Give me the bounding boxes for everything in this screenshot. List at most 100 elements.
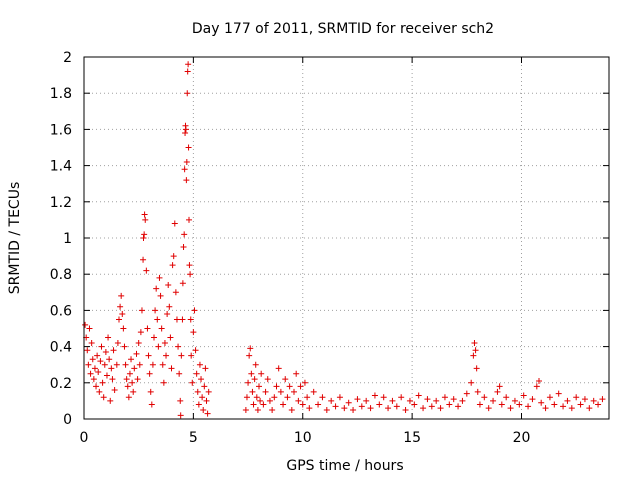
data-point bbox=[88, 339, 95, 346]
data-point bbox=[105, 334, 112, 341]
data-point bbox=[254, 406, 261, 413]
data-point bbox=[599, 396, 606, 403]
data-point bbox=[193, 370, 200, 377]
data-point bbox=[114, 339, 121, 346]
data-point bbox=[203, 397, 210, 404]
data-point bbox=[428, 403, 435, 410]
data-point bbox=[82, 321, 89, 328]
data-point bbox=[319, 394, 326, 401]
data-point bbox=[87, 370, 94, 377]
data-point bbox=[551, 401, 558, 408]
data-point bbox=[433, 397, 440, 404]
data-point bbox=[476, 401, 483, 408]
data-point bbox=[141, 231, 148, 238]
data-point bbox=[204, 410, 211, 417]
data-point bbox=[109, 376, 116, 383]
data-point bbox=[468, 379, 475, 386]
data-point bbox=[183, 158, 190, 165]
data-point bbox=[252, 361, 259, 368]
data-point bbox=[152, 307, 159, 314]
data-point bbox=[135, 339, 142, 346]
data-point bbox=[117, 303, 124, 310]
data-point bbox=[100, 394, 107, 401]
data-point bbox=[525, 403, 532, 410]
data-point bbox=[470, 352, 477, 359]
data-point bbox=[191, 307, 198, 314]
data-point bbox=[157, 292, 164, 299]
y-tick-label: 1.8 bbox=[50, 86, 72, 102]
data-point bbox=[568, 405, 575, 412]
data-point bbox=[136, 361, 143, 368]
data-points bbox=[82, 61, 606, 419]
data-point bbox=[424, 396, 431, 403]
data-point bbox=[529, 396, 536, 403]
data-point bbox=[146, 370, 153, 377]
data-point bbox=[113, 361, 120, 368]
data-point bbox=[402, 406, 409, 413]
y-tick-label: 1.2 bbox=[50, 195, 72, 211]
data-point bbox=[101, 361, 108, 368]
data-point bbox=[98, 343, 105, 350]
data-point bbox=[248, 370, 255, 377]
data-point bbox=[507, 405, 514, 412]
data-point bbox=[590, 397, 597, 404]
data-point bbox=[184, 90, 191, 97]
data-point bbox=[310, 388, 317, 395]
data-point bbox=[581, 396, 588, 403]
data-point bbox=[168, 365, 175, 372]
data-point bbox=[173, 316, 180, 323]
data-point bbox=[177, 412, 184, 419]
data-point bbox=[354, 396, 361, 403]
data-point bbox=[156, 274, 163, 281]
data-point bbox=[178, 352, 185, 359]
data-point bbox=[295, 397, 302, 404]
data-point bbox=[118, 292, 125, 299]
data-point bbox=[163, 352, 170, 359]
data-point bbox=[188, 352, 195, 359]
data-point bbox=[249, 388, 256, 395]
data-point bbox=[437, 405, 444, 412]
data-point bbox=[473, 365, 480, 372]
data-point bbox=[258, 370, 265, 377]
data-point bbox=[269, 406, 276, 413]
data-point bbox=[134, 376, 141, 383]
data-point bbox=[106, 356, 113, 363]
data-point bbox=[564, 397, 571, 404]
data-point bbox=[97, 358, 104, 365]
data-point bbox=[411, 401, 418, 408]
data-point bbox=[140, 235, 147, 241]
data-point bbox=[121, 343, 128, 350]
data-point bbox=[376, 401, 383, 408]
y-tick-label: 0 bbox=[63, 412, 72, 428]
data-point bbox=[167, 334, 174, 341]
y-tick-label: 1.6 bbox=[50, 122, 72, 138]
data-point bbox=[95, 368, 102, 375]
data-point bbox=[538, 399, 545, 406]
data-point bbox=[297, 383, 304, 390]
data-point bbox=[284, 394, 291, 401]
data-point bbox=[196, 361, 203, 368]
data-point bbox=[393, 403, 400, 410]
data-point bbox=[185, 144, 192, 151]
data-point bbox=[181, 231, 188, 238]
data-point bbox=[159, 361, 166, 368]
data-point bbox=[175, 343, 182, 350]
data-point bbox=[345, 399, 352, 406]
data-point bbox=[189, 379, 196, 386]
data-point bbox=[350, 406, 357, 413]
data-point bbox=[250, 401, 257, 408]
y-tick-label: 0.6 bbox=[50, 303, 72, 319]
data-point bbox=[151, 334, 157, 341]
data-point bbox=[511, 397, 518, 404]
y-tick-labels: 0 0.2 0.4 0.6 0.8 1 1.2 1.4 1.6 1.8 2 bbox=[50, 50, 72, 428]
y-tick-label: 0.8 bbox=[50, 267, 72, 283]
data-point bbox=[205, 388, 212, 395]
data-point bbox=[93, 383, 100, 390]
data-point bbox=[450, 396, 457, 403]
data-point bbox=[363, 397, 370, 404]
data-point bbox=[275, 365, 282, 372]
x-tick-label: 0 bbox=[80, 430, 89, 446]
data-point bbox=[280, 401, 287, 408]
data-point bbox=[586, 405, 593, 412]
